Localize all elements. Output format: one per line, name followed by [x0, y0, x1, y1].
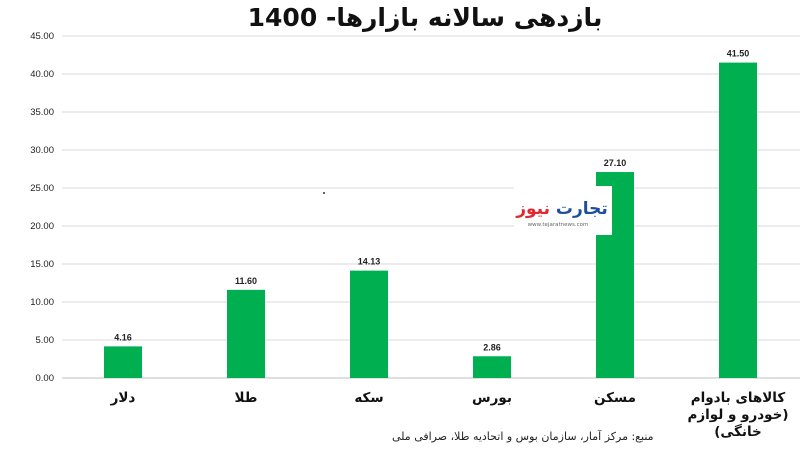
category-label: طلا	[235, 390, 258, 406]
category-label: کالاهای بادوام (خودرو و لوازم خانگی)	[687, 390, 788, 440]
watermark-logo: تجارت نیوز www.tejaratnews.com	[514, 186, 612, 235]
bar	[719, 62, 757, 378]
x-axis-labels: دلار طلا سکه بورس مسکن کالاهای بادوام (خودرو و…	[110, 390, 789, 440]
y-tick-label: 15.00	[30, 259, 54, 270]
bars	[104, 62, 757, 378]
chart-title: بازدهی سالانه بازارها- 1400	[248, 3, 603, 32]
category-label: دلار	[110, 390, 136, 406]
category-label: مسکن	[594, 390, 636, 406]
y-axis-ticks: 0.00 5.00 10.00 15.00 20.00 25.00 30.00 35.00 40…	[30, 31, 54, 384]
category-label: بورس	[472, 390, 512, 406]
bar	[350, 270, 388, 378]
category-label: سکه	[354, 390, 383, 406]
y-tick-label: 10.00	[30, 297, 54, 308]
data-label: 41.50	[727, 49, 750, 59]
data-label: 2.86	[483, 342, 501, 352]
bar	[473, 356, 511, 378]
source-note: منبع: مرکز آمار، سازمان بوس و اتحادیه طل…	[392, 429, 654, 443]
stray-dot	[323, 192, 325, 194]
watermark-brand: تجارت نیوز	[515, 199, 608, 219]
y-tick-label: 5.00	[36, 335, 55, 346]
bar	[227, 289, 265, 378]
data-label: 27.10	[604, 158, 627, 168]
y-tick-label: 20.00	[30, 221, 54, 232]
data-labels: 4.16 11.60 14.13 2.86 27.10 41.50	[114, 49, 749, 353]
y-tick-label: 0.00	[36, 373, 55, 384]
y-tick-label: 25.00	[30, 183, 54, 194]
gridlines	[62, 35, 800, 341]
bar	[104, 346, 142, 378]
y-tick-label: 40.00	[30, 69, 54, 80]
y-tick-label: 30.00	[30, 145, 54, 156]
watermark-url: www.tejaratnews.com	[528, 222, 589, 228]
y-tick-label: 35.00	[30, 107, 54, 118]
y-tick-label: 45.00	[30, 31, 54, 42]
data-label: 4.16	[114, 332, 132, 342]
data-label: 11.60	[235, 276, 257, 286]
data-label: 14.13	[358, 257, 381, 267]
